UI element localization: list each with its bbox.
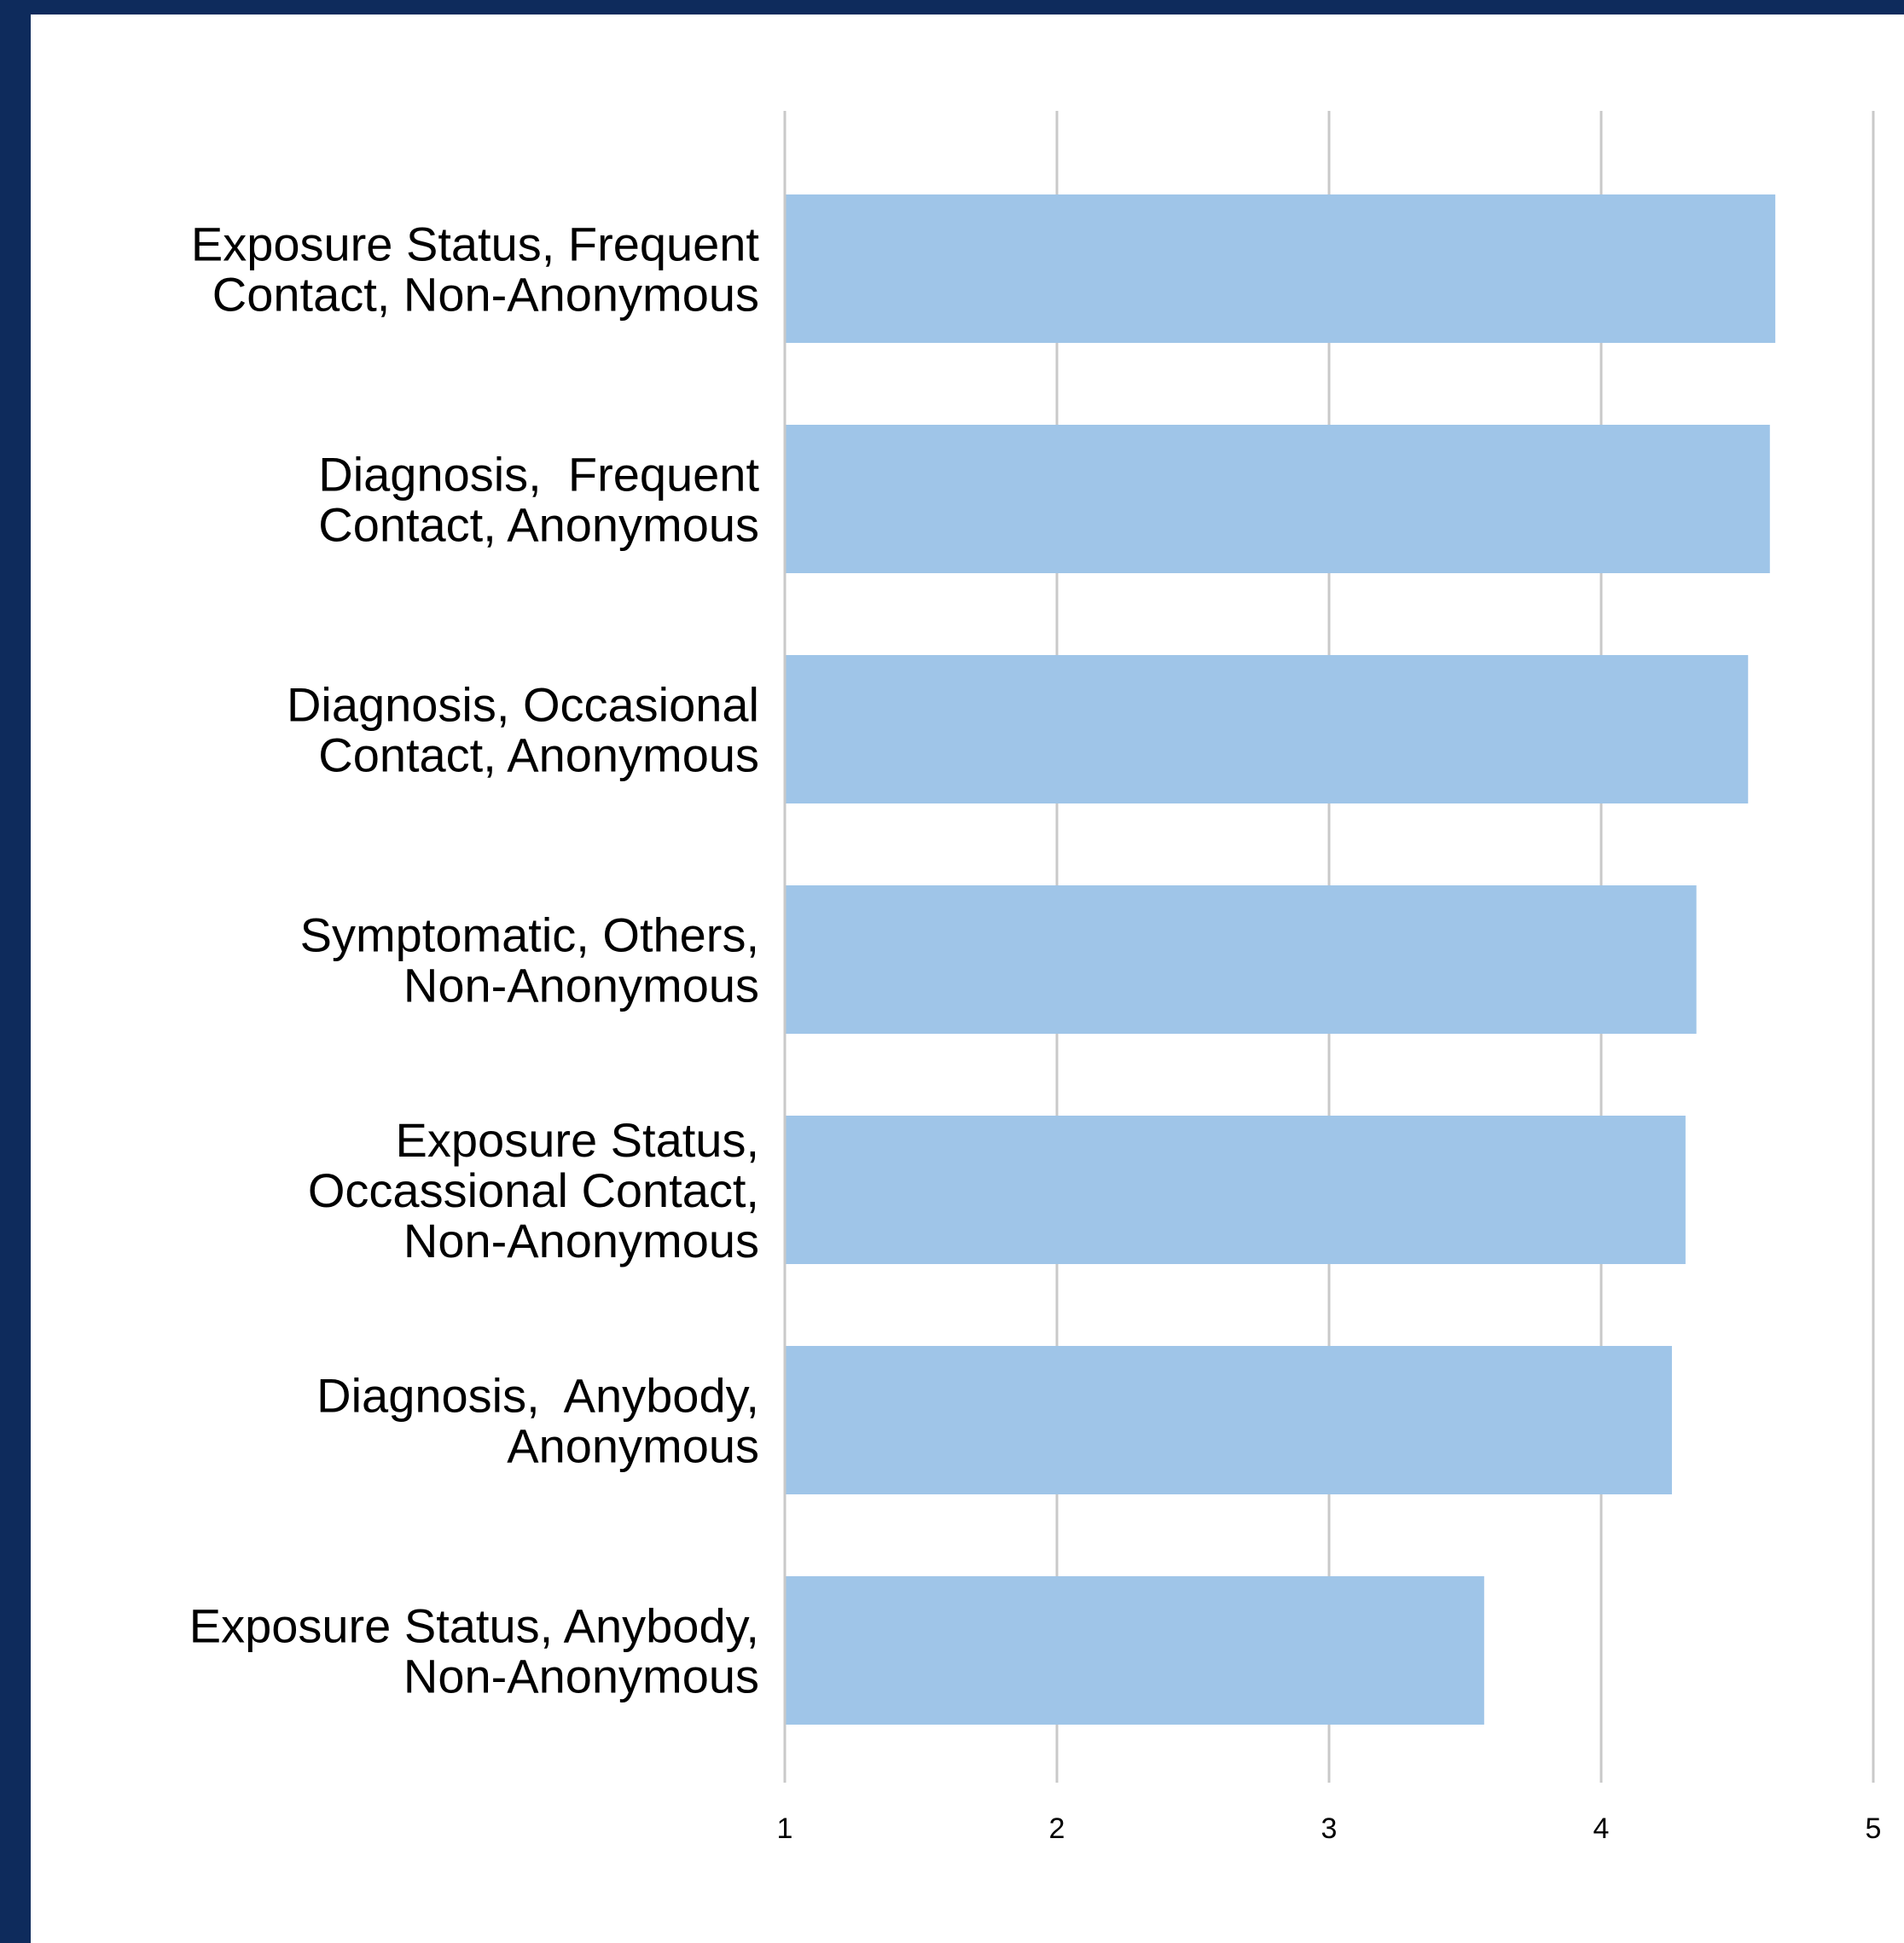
category-label-line: Non-Anonymous	[403, 1214, 759, 1267]
category-label-line: Diagnosis, Anybody,	[316, 1369, 759, 1423]
bar	[785, 1116, 1686, 1264]
bars	[785, 194, 1776, 1725]
category-label-line: Occassional Contact,	[308, 1163, 759, 1217]
category-label-line: Non-Anonymous	[403, 1650, 759, 1703]
tick-label: 3	[1321, 1812, 1338, 1845]
bar	[785, 885, 1697, 1034]
category-label-line: Diagnosis, Occasional	[287, 678, 759, 732]
tick-label: 4	[1593, 1812, 1610, 1845]
category-label-line: Contact, Anonymous	[318, 728, 759, 782]
bar	[785, 655, 1749, 803]
tick-label: 5	[1866, 1812, 1882, 1845]
category-label: Exposure Status, Frequent Contact, Non-An…	[191, 218, 760, 322]
category-label: Diagnosis, Occasional Contact, Anonymous	[287, 678, 759, 782]
category-label-line: Contact, Non-Anonymous	[212, 268, 759, 322]
category-label: Diagnosis, Anybody, Anonymous	[316, 1369, 759, 1473]
category-label-line: Diagnosis, Frequent	[318, 448, 759, 502]
bar	[785, 194, 1776, 343]
category-label: Symptomatic, Others, Non-Anonymous	[300, 908, 759, 1012]
tick-label: 1	[777, 1812, 793, 1845]
category-label: Exposure Status, Occassional Contact, Non-…	[308, 1113, 759, 1267]
bar	[785, 1576, 1484, 1725]
tick-label: 2	[1049, 1812, 1065, 1845]
category-label-line: Exposure Status, Frequent	[191, 218, 760, 271]
bar	[785, 425, 1770, 573]
category-label-line: Contact, Anonymous	[318, 498, 759, 552]
category-label: Exposure Status, Anybody, Non-Anonymous	[189, 1599, 759, 1703]
category-label-line: Exposure Status, Anybody,	[189, 1599, 759, 1653]
bar	[785, 1346, 1672, 1494]
category-labels: Exposure Status, Frequent Contact, Non-An…	[189, 218, 760, 1703]
tick-labels: 1 2 3 4 5	[777, 1812, 1882, 1845]
category-label-line: Non-Anonymous	[403, 959, 759, 1012]
category-label-line: Symptomatic, Others,	[300, 908, 759, 962]
category-label: Diagnosis, Frequent Contact, Anonymous	[318, 448, 759, 552]
category-label-line: Exposure Status,	[396, 1113, 759, 1167]
category-label-line: Anonymous	[507, 1419, 759, 1473]
